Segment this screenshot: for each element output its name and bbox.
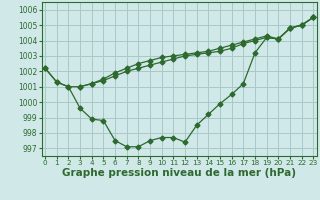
X-axis label: Graphe pression niveau de la mer (hPa): Graphe pression niveau de la mer (hPa) bbox=[62, 168, 296, 178]
